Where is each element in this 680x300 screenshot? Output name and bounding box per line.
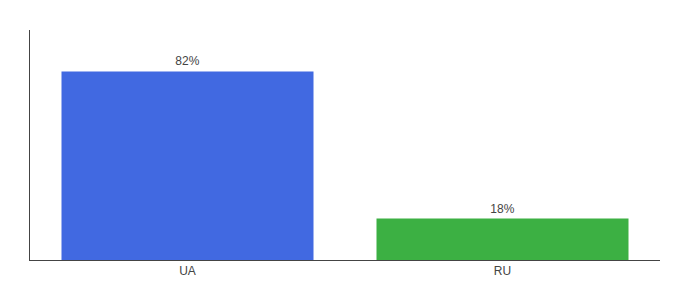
svg-text:18%: 18%: [490, 202, 514, 216]
svg-text:UA: UA: [179, 264, 196, 278]
svg-text:RU: RU: [494, 264, 511, 278]
svg-text:82%: 82%: [175, 54, 199, 68]
